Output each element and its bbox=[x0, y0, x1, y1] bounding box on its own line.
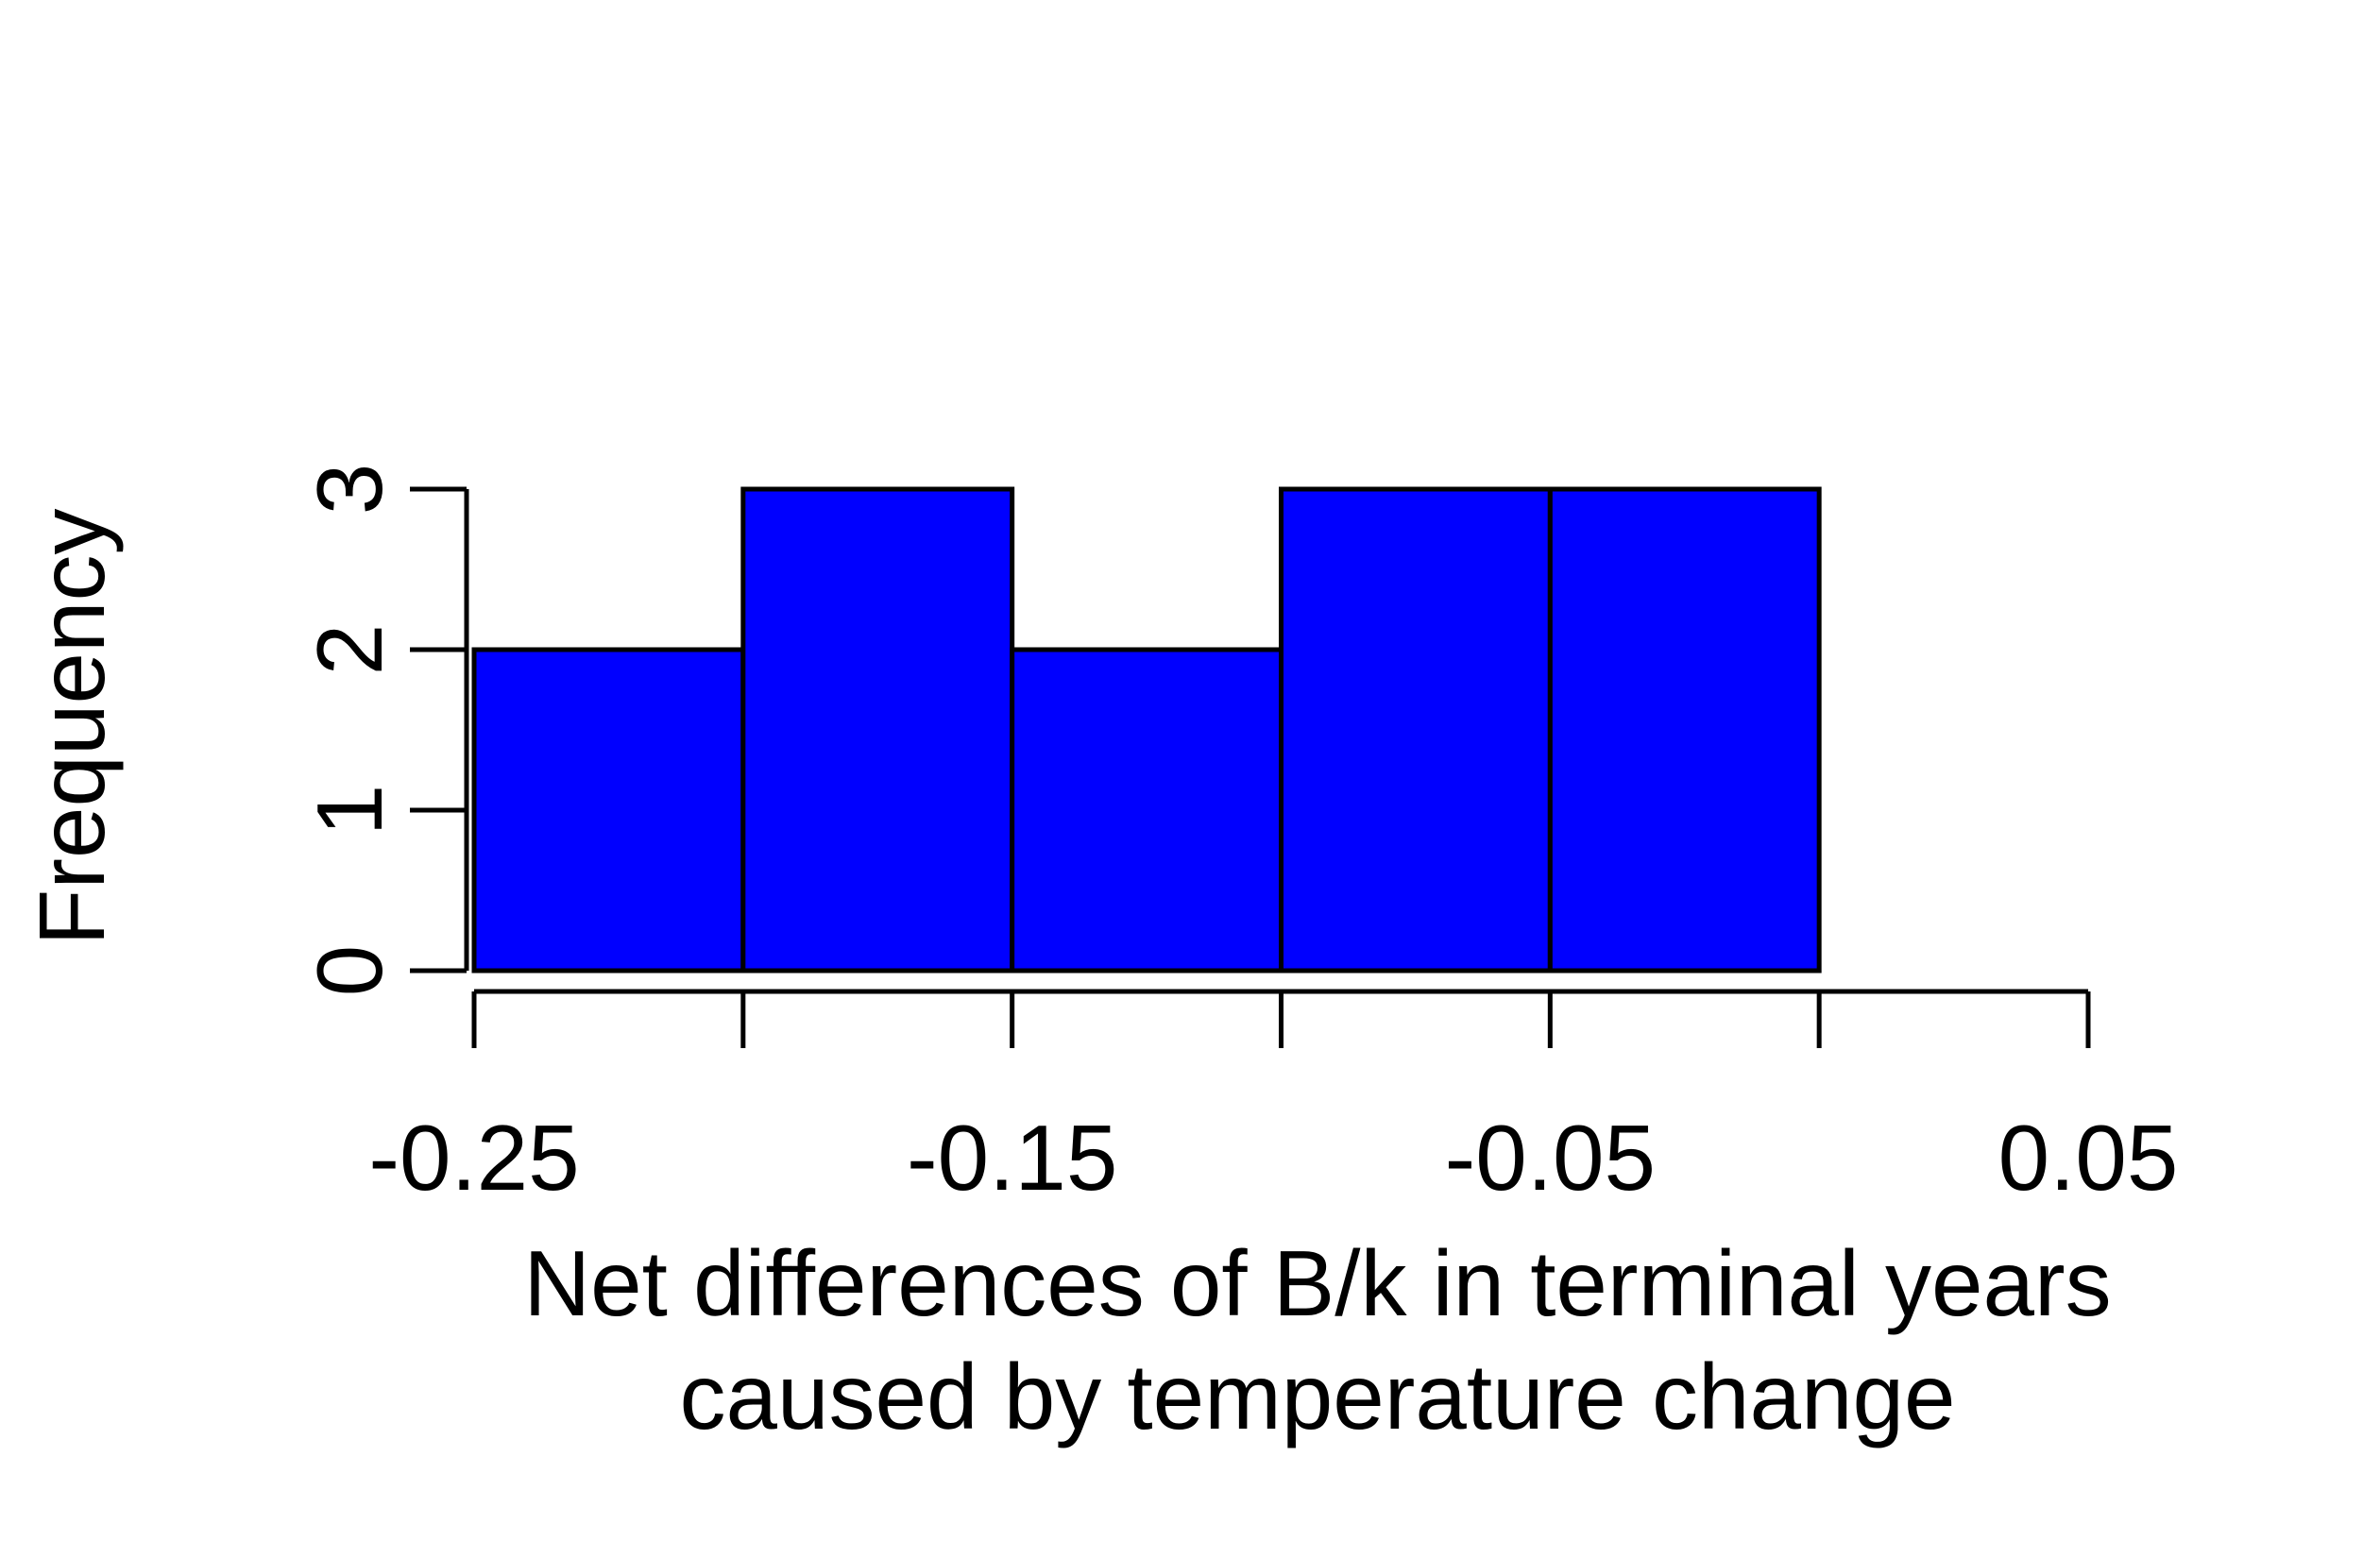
histogram-bar-1 bbox=[740, 486, 1015, 974]
y-tick-label-1: 1 bbox=[298, 785, 401, 837]
histogram-bar-3 bbox=[1279, 486, 1553, 974]
x-tick-label-2: -0.05 bbox=[1445, 1106, 1656, 1210]
x-tick-label-3: 0.05 bbox=[1998, 1106, 2179, 1210]
x-axis: -0.25 -0.15 -0.05 0.05 bbox=[368, 989, 2179, 1210]
y-tick-label-2: 2 bbox=[298, 624, 401, 676]
y-tick-label-3: 3 bbox=[298, 464, 401, 516]
histogram-bar-0 bbox=[471, 647, 746, 974]
histogram-bars bbox=[471, 486, 1822, 974]
histogram-bar-2 bbox=[1010, 647, 1284, 974]
x-axis-title-line-2: caused by temperature change bbox=[679, 1345, 1955, 1448]
y-tick-label-0: 0 bbox=[298, 945, 401, 997]
y-axis: 0 1 2 3 bbox=[298, 464, 469, 997]
x-axis-title-line-1: Net differences of B/k in terminal years bbox=[523, 1231, 2111, 1335]
x-tick-label-1: -0.15 bbox=[907, 1106, 1117, 1210]
y-axis-title: Frequency bbox=[20, 508, 124, 945]
histogram-bar-4 bbox=[1547, 486, 1822, 974]
x-tick-label-0: -0.25 bbox=[368, 1106, 579, 1210]
